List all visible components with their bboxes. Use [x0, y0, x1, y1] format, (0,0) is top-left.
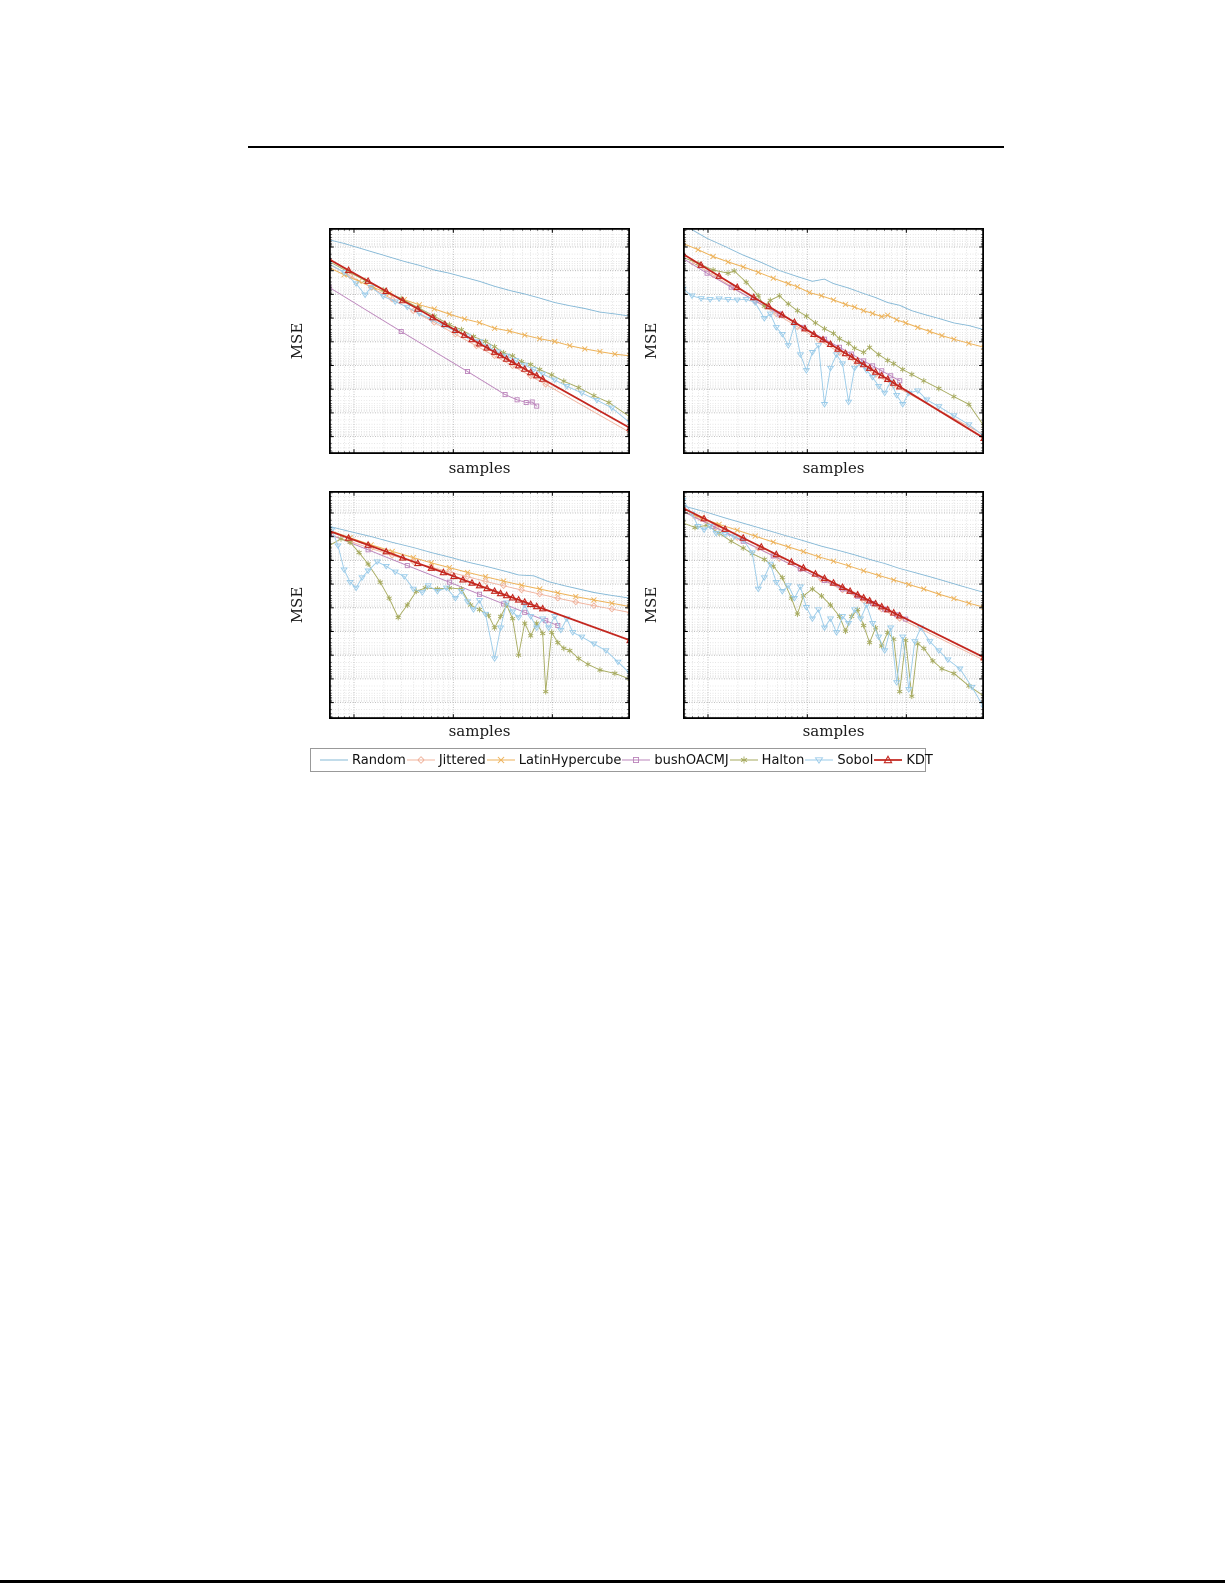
plot-bottom-right — [683, 491, 984, 719]
legend-label-sobol: Sobol — [837, 752, 874, 768]
kdt-triangle-up-icon — [874, 755, 903, 764]
legend-item-halton: Halton — [729, 752, 805, 768]
latinhypercube-x-icon — [486, 756, 515, 764]
x-axis-label-bottom-left: samples — [448, 722, 511, 740]
jittered-diamond-icon — [406, 756, 435, 764]
legend-label-latinhypercube: LatinHypercube — [518, 752, 622, 768]
y-axis-label-top-right: MSE — [642, 322, 660, 360]
header-rule — [248, 146, 1004, 148]
y-axis-label-top-left: MSE — [288, 322, 306, 360]
legend-label-random: Random — [352, 752, 406, 768]
legend-item-latinhypercube: LatinHypercube — [486, 752, 622, 768]
legend-label-bushoacmj: bushOACMJ — [654, 752, 729, 768]
y-axis-label-bottom-right: MSE — [642, 586, 660, 624]
random-line-icon — [320, 759, 348, 761]
x-axis-label-top-right: samples — [802, 459, 865, 477]
legend-item-jittered: Jittered — [406, 753, 486, 768]
plot-bottom-left — [329, 491, 630, 719]
legend-label-jittered: Jittered — [438, 752, 486, 768]
legend-item-kdt: KDT — [873, 752, 933, 768]
legend-item-random: Random — [319, 753, 406, 768]
halton-asterisk-icon — [729, 756, 758, 764]
legend: Random Jittered LatinHypercube bushOACMJ… — [310, 748, 933, 772]
plot-top-left — [329, 228, 630, 454]
legend-item-sobol: Sobol — [804, 753, 873, 768]
x-axis-label-top-left: samples — [448, 459, 511, 477]
bushoacmj-square-icon — [622, 757, 651, 763]
y-axis-label-bottom-left: MSE — [288, 586, 306, 624]
legend-label-kdt: KDT — [906, 752, 933, 768]
x-axis-label-bottom-right: samples — [802, 722, 865, 740]
legend-label-halton: Halton — [761, 752, 805, 768]
legend-item-bushoacmj: bushOACMJ — [621, 752, 729, 768]
footer-rule — [0, 1580, 1225, 1583]
sobol-triangle-down-icon — [805, 757, 834, 764]
plot-top-right — [683, 228, 984, 454]
